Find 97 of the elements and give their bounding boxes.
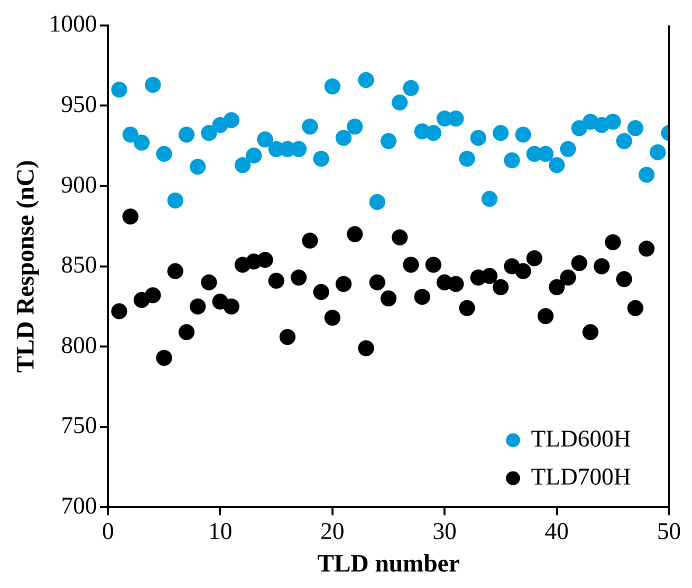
point — [190, 158, 206, 175]
point — [650, 144, 666, 160]
point — [346, 118, 363, 135]
point — [290, 270, 307, 286]
point — [223, 112, 240, 128]
point — [122, 126, 138, 143]
point — [257, 131, 274, 148]
point — [402, 80, 419, 96]
point — [392, 94, 408, 110]
x-tick-label: 20 — [320, 518, 344, 545]
point — [144, 76, 161, 93]
point — [324, 78, 340, 94]
legend-label: TLD700H — [531, 464, 631, 490]
point — [144, 287, 161, 304]
point — [380, 133, 396, 150]
point — [515, 263, 532, 280]
y-tick-label: 900 — [61, 172, 97, 198]
point — [402, 256, 419, 273]
legend-label: TLD600H — [531, 426, 631, 452]
point — [178, 324, 195, 340]
point — [627, 300, 644, 316]
x-axis-title: TLD number — [317, 550, 460, 578]
point — [346, 226, 363, 242]
point — [111, 82, 128, 98]
point — [538, 146, 554, 162]
point — [560, 270, 576, 286]
point — [604, 234, 621, 250]
point — [336, 276, 352, 292]
point — [156, 146, 172, 162]
point — [178, 126, 195, 143]
point — [280, 328, 296, 345]
point — [234, 157, 251, 174]
point — [380, 290, 396, 306]
point — [190, 298, 206, 314]
point — [571, 255, 588, 272]
y-tick-label: 950 — [61, 92, 97, 118]
point — [167, 263, 184, 280]
y-tick-label: 800 — [61, 332, 97, 359]
point — [156, 350, 172, 366]
point — [481, 268, 498, 284]
point — [358, 72, 374, 88]
point — [268, 272, 284, 289]
point — [358, 340, 374, 356]
y-tick-label: 850 — [61, 252, 97, 279]
point — [504, 152, 520, 168]
point — [200, 125, 217, 141]
point — [336, 130, 352, 146]
point — [392, 229, 408, 246]
point — [560, 141, 576, 158]
point — [515, 126, 532, 143]
point — [246, 147, 262, 164]
x-tick-label: 30 — [432, 518, 457, 545]
point — [369, 194, 386, 210]
point — [223, 298, 240, 314]
point — [594, 258, 610, 274]
point — [548, 279, 565, 296]
point — [616, 133, 632, 150]
point — [538, 308, 554, 324]
point — [302, 118, 318, 135]
x-tick-label: 0 — [102, 518, 114, 545]
point — [122, 208, 138, 225]
point — [324, 310, 340, 326]
point — [111, 303, 128, 320]
point — [200, 274, 217, 290]
point — [313, 284, 330, 300]
point — [425, 256, 442, 273]
x-tick-label: 40 — [544, 518, 569, 545]
x-tick-label: 50 — [657, 518, 681, 545]
y-tick-label: 700 — [61, 493, 97, 520]
point — [638, 166, 655, 183]
point — [481, 190, 498, 207]
point — [414, 288, 430, 305]
point — [257, 252, 274, 268]
point — [470, 130, 486, 146]
point — [582, 324, 598, 340]
point — [134, 134, 150, 151]
x-tick-label: 10 — [208, 518, 232, 545]
point — [459, 300, 476, 316]
point — [492, 279, 509, 296]
point — [459, 150, 476, 167]
point — [167, 192, 184, 208]
point — [616, 271, 632, 288]
point — [548, 157, 565, 174]
y-tick-label: 750 — [61, 413, 97, 440]
y-axis-title: TLD Response (nC) — [12, 160, 40, 373]
point — [627, 120, 644, 136]
point — [302, 232, 318, 249]
point — [492, 125, 509, 141]
y-tick-label: 1000 — [49, 12, 97, 38]
point — [526, 250, 542, 266]
point — [313, 150, 330, 167]
point — [604, 114, 621, 130]
point — [425, 125, 442, 141]
point — [369, 274, 386, 290]
point — [638, 240, 655, 257]
point — [448, 276, 464, 292]
point — [571, 120, 588, 136]
